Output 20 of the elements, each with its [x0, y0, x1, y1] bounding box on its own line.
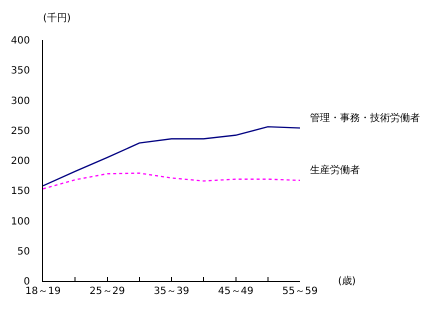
x-axis-title: (歳): [338, 275, 356, 287]
x-tick-label: 18～19: [25, 286, 61, 297]
y-tick-label: 350: [10, 66, 30, 77]
x-tick-label: 35～39: [154, 286, 190, 297]
line-series: [43, 172, 300, 190]
line-series: [43, 126, 300, 186]
x-tick-label: 45～49: [218, 286, 254, 297]
y-axis-title: (千円): [43, 12, 71, 24]
y-tick-label: 50: [17, 246, 30, 258]
y-tick-label: 400: [10, 36, 30, 46]
y-tick-label: 0: [24, 276, 30, 288]
series-label: 管理・事務・技術労働者: [310, 112, 420, 124]
y-tick-label: 250: [10, 126, 30, 137]
y-tick-label: 150: [10, 186, 30, 198]
series-label: 生産労働者: [310, 164, 360, 176]
y-tick-label: 300: [10, 96, 30, 107]
x-tick-label: 25～29: [90, 286, 125, 297]
y-tick-label: 100: [10, 216, 30, 228]
x-tick-label: 55～59: [282, 286, 318, 297]
y-tick-label: 200: [10, 156, 30, 167]
